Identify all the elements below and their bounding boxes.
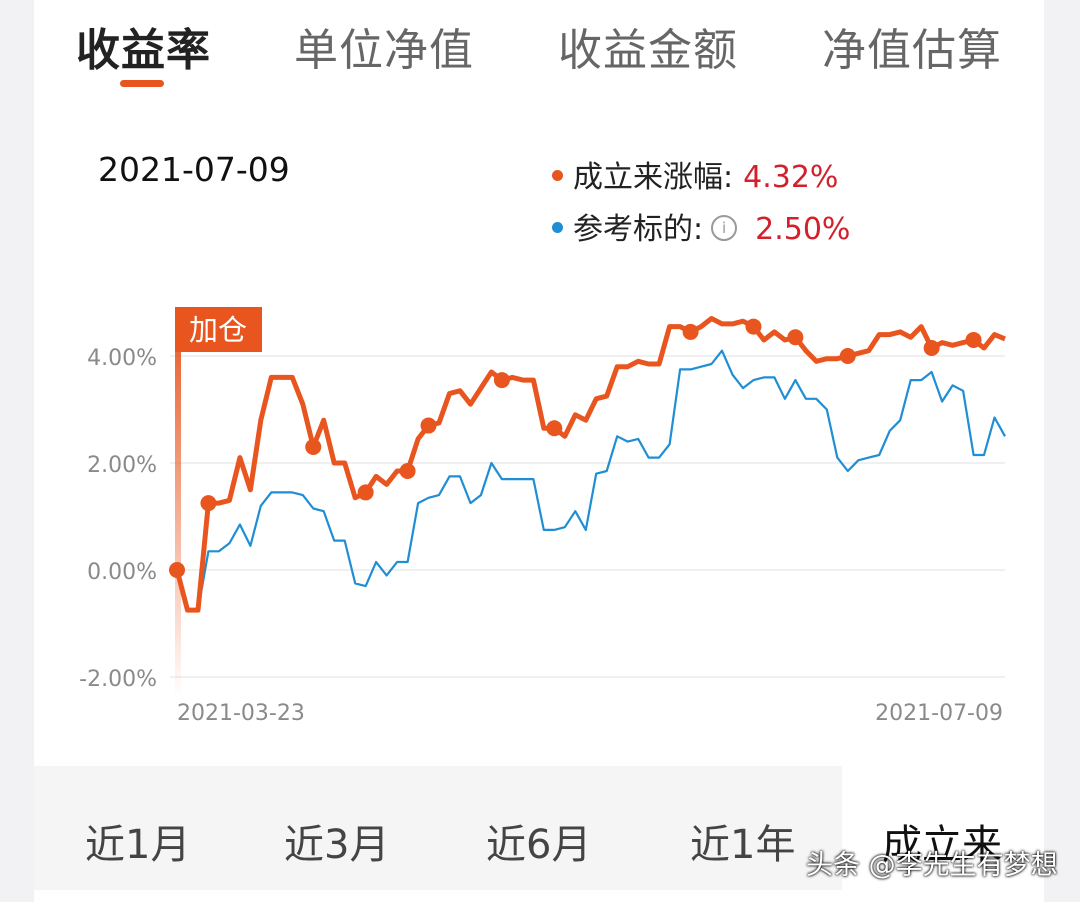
add-position-point xyxy=(923,339,940,356)
benchmark-dot-icon xyxy=(552,222,563,233)
add-position-point xyxy=(357,484,374,501)
benchmark-value: 2.50% xyxy=(755,212,851,247)
add-position-point xyxy=(546,420,563,437)
x-tick-label: 2021-07-09 xyxy=(875,701,1003,726)
range-1m[interactable]: 近1月 xyxy=(85,822,191,868)
benchmark-label: 参考标的: xyxy=(573,212,704,247)
tab-nav-estimate[interactable]: 净值估算 xyxy=(822,25,1002,76)
chart-grid xyxy=(170,355,1005,678)
tab-bar: 收益率 单位净值 收益金额 净值估算 xyxy=(0,0,1080,100)
x-axis-ticks: 2021-03-23 2021-07-09 xyxy=(177,701,1003,726)
fund-value: 4.32% xyxy=(743,160,839,195)
y-tick-label: 4.00% xyxy=(87,346,157,371)
range-1y[interactable]: 近1年 xyxy=(690,822,796,868)
range-6m[interactable]: 近6月 xyxy=(486,822,592,868)
range-3m[interactable]: 近3月 xyxy=(284,822,390,868)
add-position-point xyxy=(200,495,217,512)
range-since-inception[interactable]: 成立来 xyxy=(882,822,1002,868)
tab-unit-nav[interactable]: 单位净值 xyxy=(294,25,474,76)
fund-line xyxy=(174,316,1006,613)
watermark: 头条 @李先生有梦想 xyxy=(806,850,1058,881)
x-tick-label: 2021-03-23 xyxy=(177,701,305,726)
add-position-marker: 加仓 xyxy=(175,307,262,698)
add-position-point xyxy=(420,417,437,434)
y-axis-ticks: 4.00% 2.00% 0.00% -2.00% xyxy=(79,346,157,692)
add-position-point xyxy=(787,329,804,346)
add-position-point xyxy=(745,318,762,335)
active-tab-indicator xyxy=(120,80,164,87)
yield-chart[interactable]: 4.00% 2.00% 0.00% -2.00% 2021-03-23 2021-07-… xyxy=(0,290,1080,730)
tab-yield[interactable]: 收益率 xyxy=(76,25,211,76)
add-position-point xyxy=(839,348,856,364)
add-position-point xyxy=(965,331,982,348)
tab-profit-amount[interactable]: 收益金额 xyxy=(558,25,738,76)
add-position-flag xyxy=(175,307,262,352)
y-tick-label: 2.00% xyxy=(87,453,157,478)
y-tick-label: -2.00% xyxy=(79,667,157,692)
add-position-point xyxy=(493,372,510,389)
fund-series xyxy=(169,316,1006,613)
info-icon[interactable]: i xyxy=(711,214,738,241)
legend-fund: 成立来涨幅: 4.32% xyxy=(552,152,838,196)
legend-benchmark: 参考标的: i 2.50% xyxy=(552,204,850,248)
range-active-highlight xyxy=(842,766,1044,890)
add-position-point xyxy=(305,438,322,455)
add-position-point xyxy=(682,323,699,340)
add-position-label: 加仓 xyxy=(189,313,247,347)
add-position-point xyxy=(169,562,185,578)
selected-date: 2021-07-09 xyxy=(98,150,290,189)
add-position-point xyxy=(399,463,416,480)
benchmark-line xyxy=(175,349,1006,612)
y-tick-label: 0.00% xyxy=(87,560,157,585)
fund-dot-icon xyxy=(552,170,563,181)
benchmark-series xyxy=(175,349,1006,612)
chart-card xyxy=(34,0,1044,902)
add-position-marker-line xyxy=(175,308,181,698)
fund-label: 成立来涨幅: xyxy=(573,160,734,195)
